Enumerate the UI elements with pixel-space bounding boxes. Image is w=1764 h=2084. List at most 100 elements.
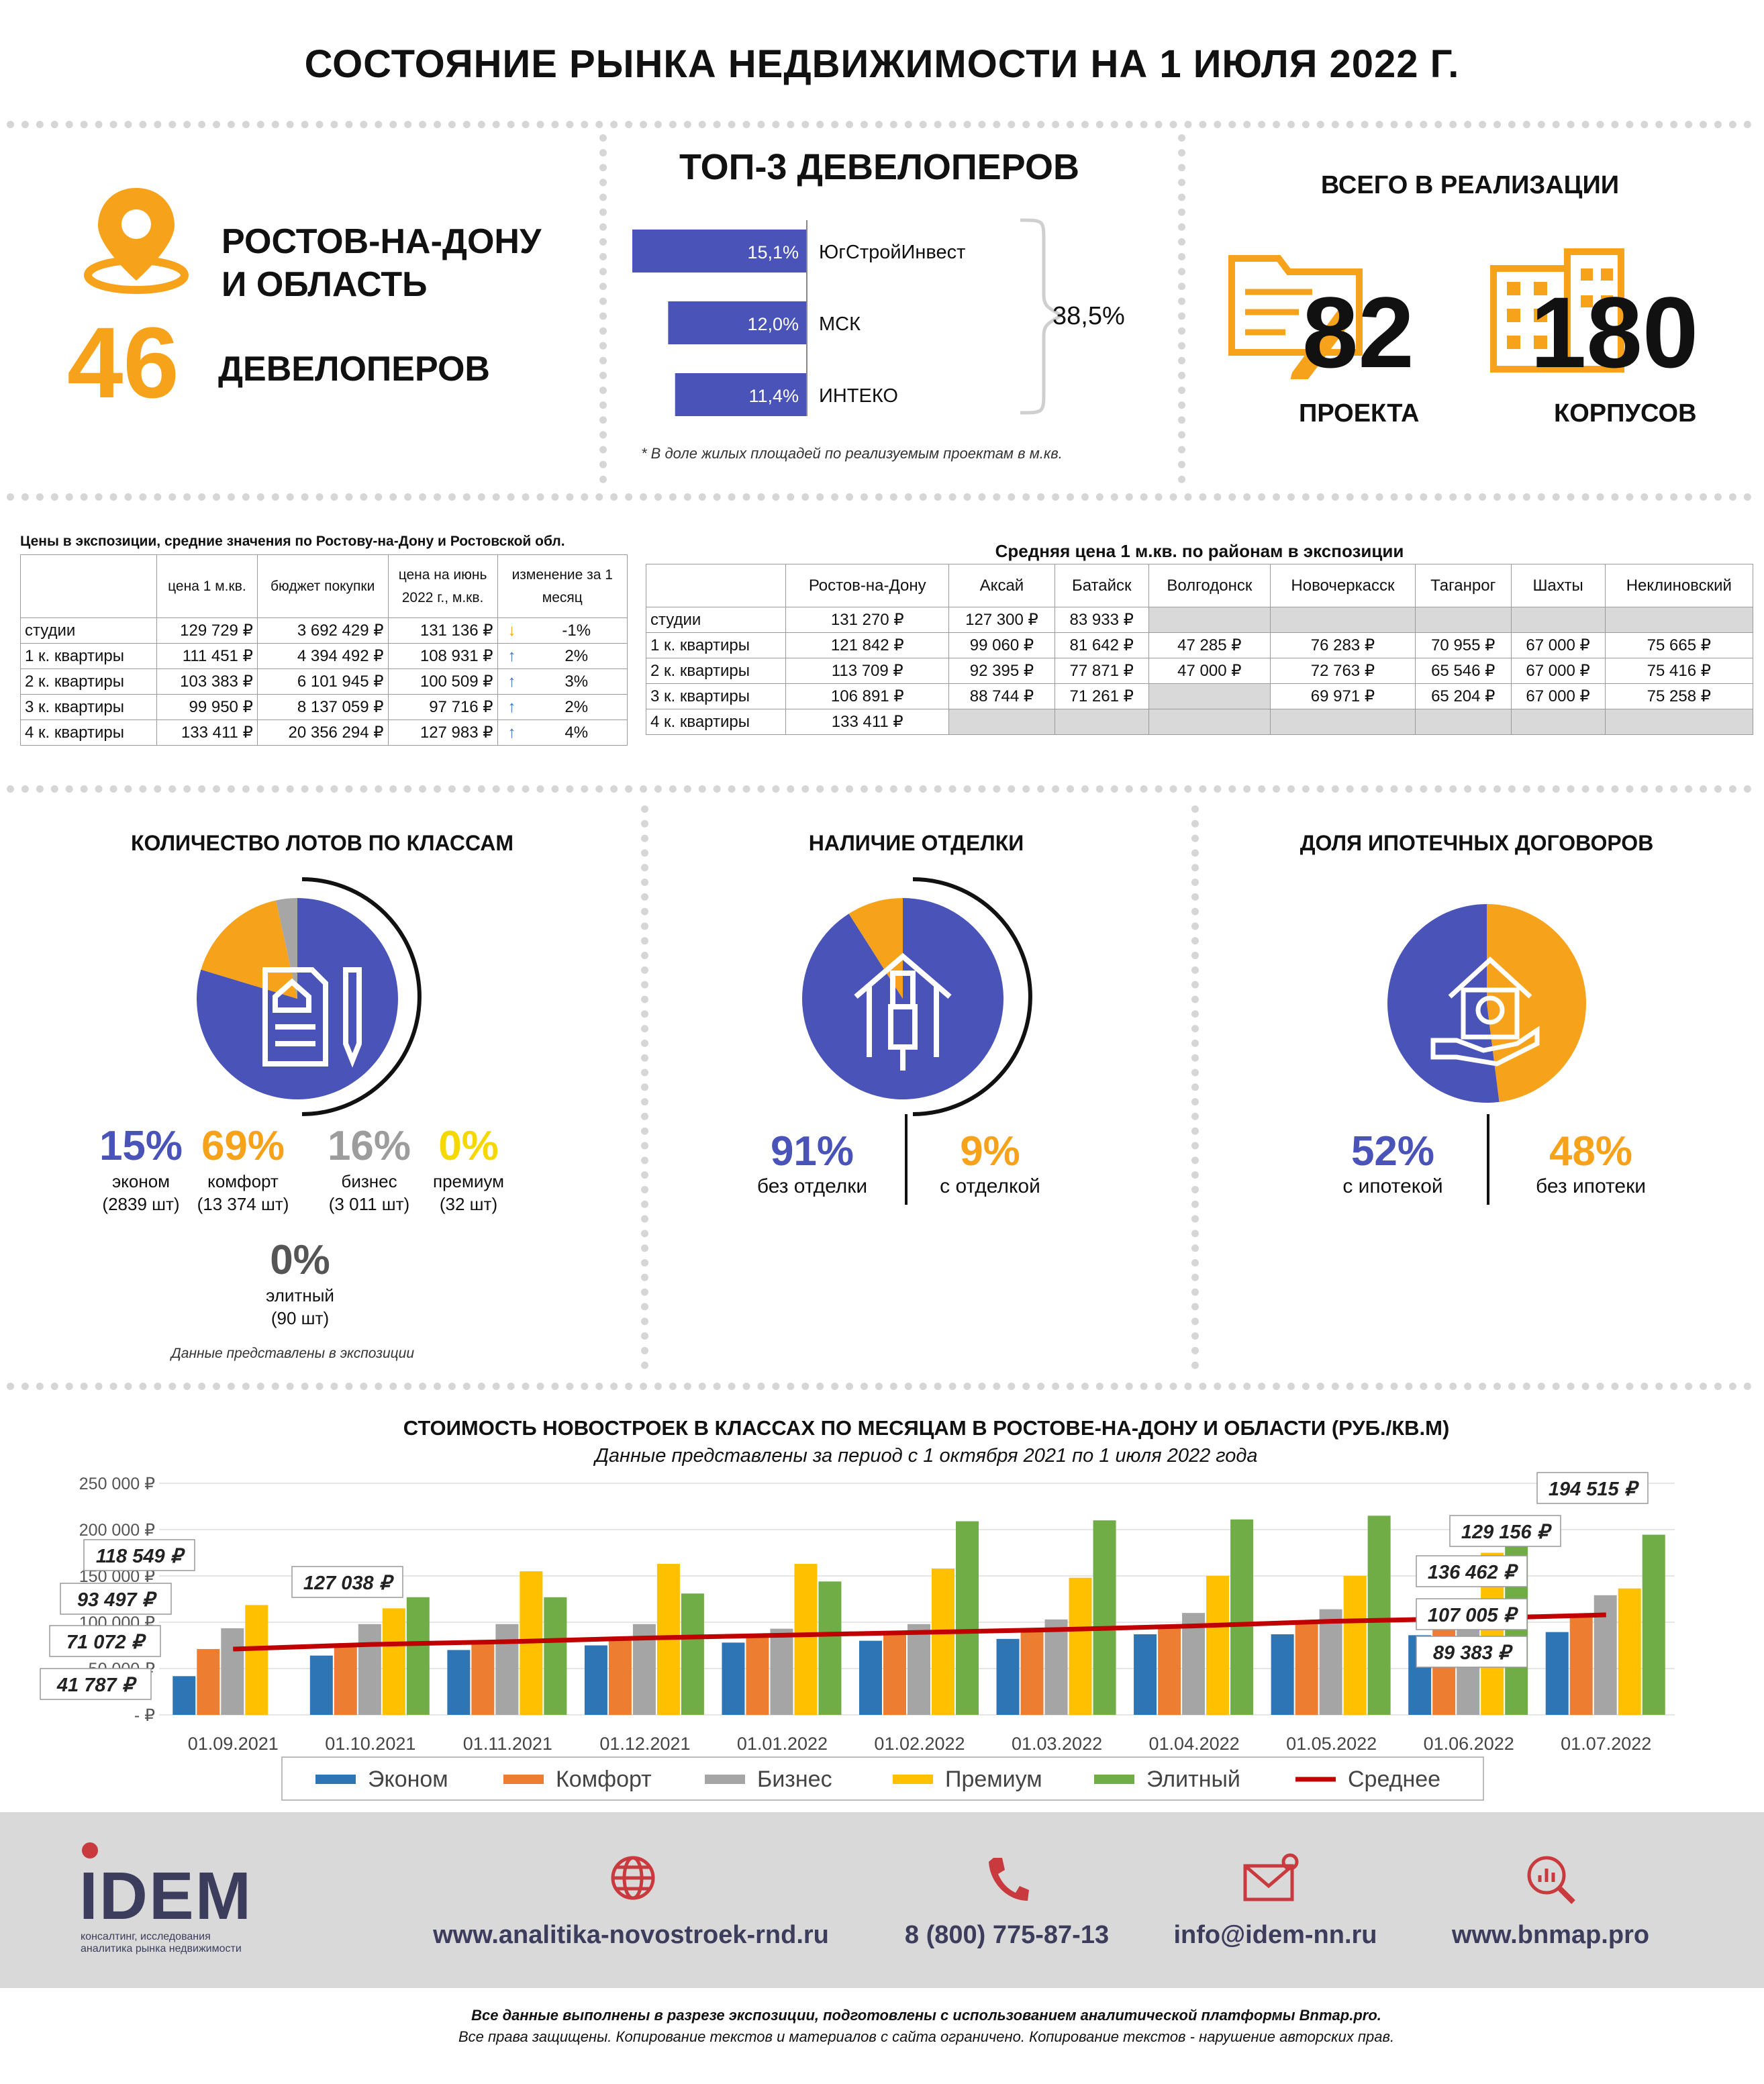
mortgage-with-percent: 52% xyxy=(1351,1128,1435,1175)
arrow-up-icon: ↑ xyxy=(497,643,526,669)
table-cell: студии xyxy=(645,607,787,633)
column-header: Батайск xyxy=(1054,564,1149,607)
realization-title: ВСЕГО В РЕАЛИЗАЦИИ xyxy=(1320,171,1620,199)
top3-bar xyxy=(668,301,807,344)
premium-count: (32 шт) xyxy=(439,1194,498,1214)
analytics-magnifier-icon xyxy=(1527,1856,1575,1904)
table-cell: 6 101 945 ₽ xyxy=(256,668,389,695)
table-cell: 20 356 294 ₽ xyxy=(256,720,389,746)
arrow-up-icon: ↑ xyxy=(497,720,526,746)
email-link[interactable]: info@idem-nn.ru xyxy=(1173,1921,1377,1949)
buildings-count: 180 xyxy=(1530,276,1699,389)
website-link[interactable]: www.analitika-novostroek-rnd.ru xyxy=(433,1921,829,1949)
bar-econom xyxy=(1271,1634,1294,1715)
y-tick-label: 250 000 ₽ xyxy=(79,1475,155,1493)
finish-with-percent: 9% xyxy=(960,1128,1020,1175)
legend-swatch xyxy=(1094,1775,1134,1784)
bar-comfort xyxy=(197,1648,220,1715)
bar-business xyxy=(1182,1613,1206,1715)
bar-comfort xyxy=(1158,1626,1181,1715)
table-cell: 131 136 ₽ xyxy=(387,617,498,644)
column-header: Шахты xyxy=(1510,564,1606,607)
bar-comfort xyxy=(1020,1631,1044,1715)
table-cell xyxy=(1604,709,1754,735)
table-cell: 133 411 ₽ xyxy=(156,720,258,746)
bar-elite xyxy=(406,1597,430,1715)
table-cell: 4 к. квартиры xyxy=(20,720,157,746)
divider xyxy=(7,1383,1752,1390)
lots-note: Данные представлены в экспозиции xyxy=(171,1346,415,1361)
bar-comfort xyxy=(1569,1616,1593,1715)
top3-developer-name: ЮгСтройИнвест xyxy=(819,242,965,263)
developers-label: ДЕВЕЛОПЕРОВ xyxy=(218,350,490,389)
table-cell: 2 к. квартиры xyxy=(20,668,157,695)
data-label-box xyxy=(1416,1636,1528,1668)
globe-cursor-icon xyxy=(611,1856,655,1900)
bar-business xyxy=(495,1624,519,1715)
table-cell: 100 509 ₽ xyxy=(387,668,498,695)
data-label: 129 156 ₽ xyxy=(1461,1522,1553,1543)
legend-swatch xyxy=(893,1775,933,1784)
table-cell xyxy=(1148,683,1271,709)
table-cell: 65 546 ₽ xyxy=(1414,658,1512,684)
divider xyxy=(7,121,1752,128)
disclaimer-line1: Все данные выполнены в разрезе экспозици… xyxy=(471,2007,1381,2024)
table-cell: 2 к. квартиры xyxy=(645,658,787,684)
table-row: 4 к. квартиры 133 411 ₽ xyxy=(645,709,1754,735)
mortgage-house-hand-icon xyxy=(1430,956,1540,1066)
table-cell: 129 729 ₽ xyxy=(156,617,258,644)
bar-elite xyxy=(818,1581,842,1715)
table-cell xyxy=(1414,607,1512,633)
document-house-icon xyxy=(262,967,362,1068)
arrow-up-icon: ↑ xyxy=(497,668,526,695)
mortgage-title: ДОЛЯ ИПОТЕЧНЫХ ДОГОВОРОВ xyxy=(1300,831,1654,855)
data-label: 107 005 ₽ xyxy=(1428,1605,1519,1626)
divider xyxy=(599,134,607,483)
comfort-count: (13 374 шт) xyxy=(197,1194,289,1214)
table-cell: 47 000 ₽ xyxy=(1148,658,1271,684)
table-row: студии 131 270 ₽127 300 ₽83 933 ₽ xyxy=(645,607,1754,633)
table-cell: 103 383 ₽ xyxy=(156,668,258,695)
brand-tagline-line2: аналитика рынка недвижимости xyxy=(81,1943,242,1954)
bar-business xyxy=(358,1624,381,1715)
table-cell: 108 931 ₽ xyxy=(387,643,498,669)
table-cell: 131 270 ₽ xyxy=(785,607,950,633)
bnmap-link[interactable]: www.bnmap.pro xyxy=(1451,1921,1650,1949)
disclaimer-line2: Все права защищены. Копирование текстов … xyxy=(458,2028,1395,2045)
legend-swatch xyxy=(503,1775,544,1784)
chart-legend: Эконом Комфорт Бизнес Премиум Элитный Среднее xyxy=(281,1756,1484,1801)
table-cell: 127 300 ₽ xyxy=(948,607,1055,633)
premium-percent: 0% xyxy=(438,1123,499,1169)
table-cell: 76 283 ₽ xyxy=(1269,632,1416,658)
phone-link[interactable]: 8 (800) 775-87-13 xyxy=(904,1921,1110,1949)
table-row: 1 к. квартиры 111 451 ₽4 394 492 ₽108 931… xyxy=(20,643,628,669)
bar-econom xyxy=(722,1642,745,1715)
data-label-box xyxy=(83,1539,195,1571)
price-bar-chart: 250 000 ₽200 000 ₽150 000 ₽100 000 ₽50 0… xyxy=(40,1472,1675,1801)
table-cell xyxy=(1269,607,1416,633)
x-tick-label: 01.03.2022 xyxy=(1012,1734,1102,1754)
column-header: изменение за 1 месяц xyxy=(497,554,628,618)
table-cell: 75 665 ₽ xyxy=(1604,632,1754,658)
table-cell: 8 137 059 ₽ xyxy=(256,694,389,720)
bar-elite xyxy=(1367,1516,1391,1715)
table-cell: 75 258 ₽ xyxy=(1604,683,1754,709)
table-cell xyxy=(1510,709,1606,735)
table-cell: 111 451 ₽ xyxy=(156,643,258,669)
table-cell: 99 060 ₽ xyxy=(948,632,1055,658)
table-cell: 77 871 ₽ xyxy=(1054,658,1149,684)
finish-without-percent: 91% xyxy=(770,1128,854,1175)
bar-premium xyxy=(1069,1577,1092,1715)
top3-bar-value: 15,1% xyxy=(747,242,799,262)
table-cell xyxy=(1510,607,1606,633)
column-header: Аксай xyxy=(948,564,1055,607)
bar-comfort xyxy=(746,1636,769,1715)
bar-comfort xyxy=(471,1641,495,1715)
bar-premium xyxy=(1343,1576,1367,1715)
x-tick-label: 01.07.2022 xyxy=(1561,1734,1651,1754)
table-cell: 127 983 ₽ xyxy=(387,720,498,746)
column-header: Волгодонск xyxy=(1148,564,1271,607)
table-cell: 67 000 ₽ xyxy=(1510,658,1606,684)
data-label-box xyxy=(1536,1472,1649,1504)
data-label-box xyxy=(1449,1515,1561,1547)
